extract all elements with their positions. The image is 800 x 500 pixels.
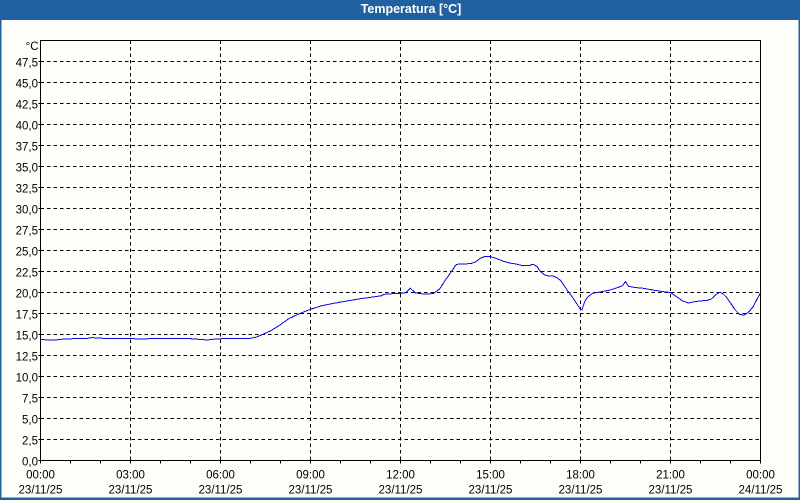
svg-text:30,0: 30,0 [16,205,38,217]
svg-text:47,5: 47,5 [16,58,38,70]
svg-text:2,5: 2,5 [22,436,38,448]
svg-text:23/11/25: 23/11/25 [379,485,423,497]
svg-text:32,5: 32,5 [16,184,38,196]
svg-text:09:00: 09:00 [296,470,325,482]
svg-text:03:00: 03:00 [116,470,145,482]
svg-text:18:00: 18:00 [566,470,595,482]
svg-text:35,0: 35,0 [16,163,38,175]
svg-text:00:00: 00:00 [26,470,55,482]
svg-text:06:00: 06:00 [206,470,235,482]
svg-text:23/11/25: 23/11/25 [649,485,693,497]
svg-text:20,0: 20,0 [16,289,38,301]
svg-text:27,5: 27,5 [16,226,38,238]
svg-text:12,5: 12,5 [16,352,38,364]
svg-text:22,5: 22,5 [16,268,38,280]
svg-text:23/11/25: 23/11/25 [289,485,333,497]
svg-text:23/11/25: 23/11/25 [19,485,63,497]
svg-text:7,5: 7,5 [22,394,38,406]
svg-text:23/11/25: 23/11/25 [469,485,513,497]
svg-text:40,0: 40,0 [16,121,38,133]
svg-text:15,0: 15,0 [16,331,38,343]
svg-text:10,0: 10,0 [16,373,38,385]
svg-text:°C: °C [26,41,39,53]
svg-text:21:00: 21:00 [656,470,685,482]
svg-text:17,5: 17,5 [16,310,38,322]
svg-text:0,0: 0,0 [22,457,38,469]
svg-text:25,0: 25,0 [16,247,38,259]
svg-text:5,0: 5,0 [22,415,38,427]
svg-text:00:00: 00:00 [746,470,775,482]
svg-text:42,5: 42,5 [16,100,38,112]
svg-text:37,5: 37,5 [16,142,38,154]
svg-text:Temperatura [°C]: Temperatura [°C] [361,2,462,16]
svg-text:23/11/25: 23/11/25 [559,485,603,497]
svg-text:15:00: 15:00 [476,470,505,482]
svg-text:45,0: 45,0 [16,79,38,91]
svg-text:12:00: 12:00 [386,470,415,482]
svg-text:23/11/25: 23/11/25 [199,485,243,497]
svg-text:24/11/25: 24/11/25 [739,485,783,497]
svg-text:23/11/25: 23/11/25 [109,485,153,497]
